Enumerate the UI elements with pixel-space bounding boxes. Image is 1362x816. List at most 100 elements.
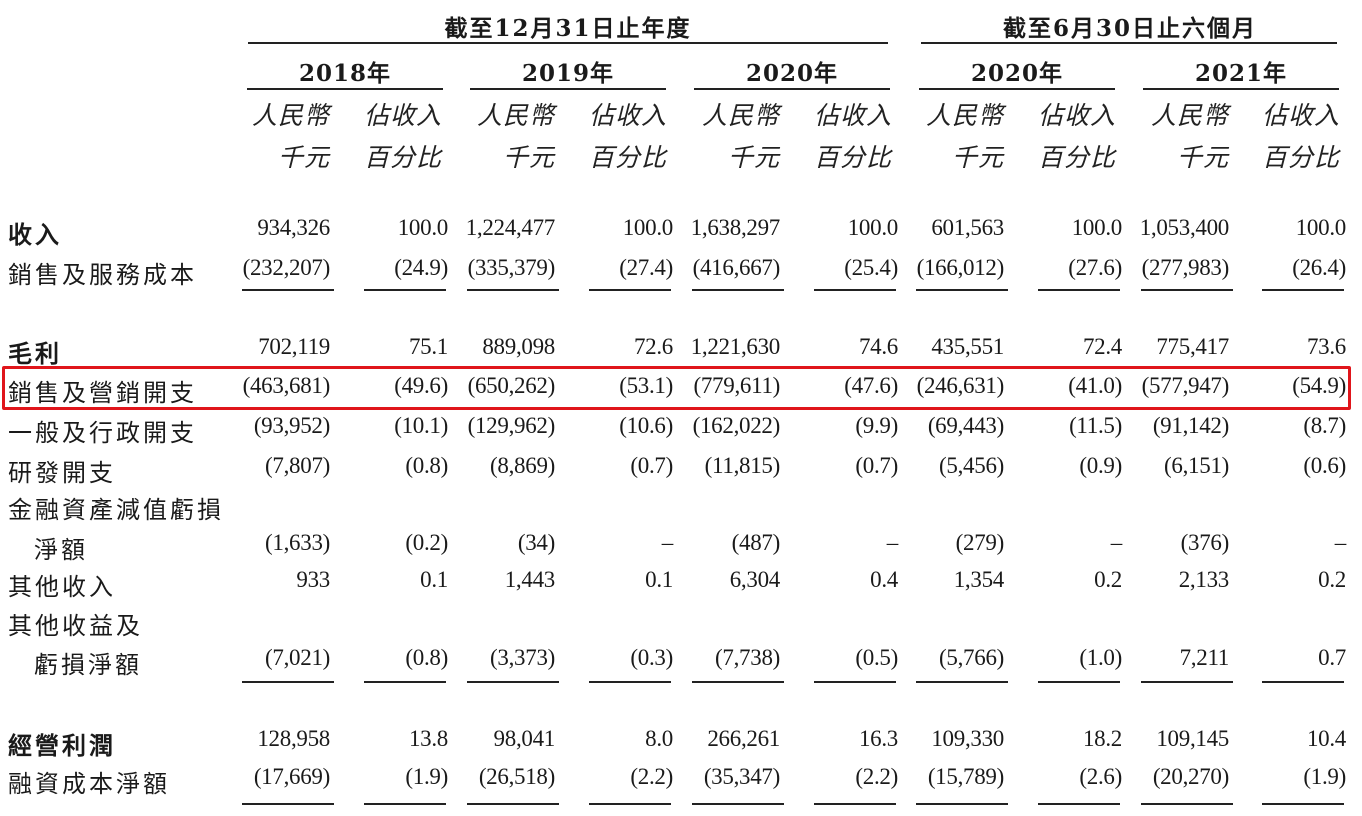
subtotal-rule (814, 681, 896, 683)
subtotal-rule (1141, 289, 1233, 291)
cell-amount: 6,304 (729, 567, 781, 592)
cell-percent: 0.1 (645, 567, 673, 592)
row-label: 融資成本淨額 (8, 770, 170, 798)
cell-percent: (27.4) (619, 255, 673, 280)
cell-percent: (26.4) (1292, 255, 1346, 280)
subtotal-rule (467, 681, 559, 683)
cell-percent: 0.2 (1094, 567, 1122, 592)
cell-percent: (9.9) (855, 413, 898, 438)
cell-percent: (54.9) (1292, 373, 1346, 398)
sub-header-amount-2: 千元 (1176, 143, 1229, 172)
subtotal-rule (1262, 803, 1344, 805)
cell-percent: (41.0) (1068, 373, 1122, 398)
subtotal-rule (467, 803, 559, 805)
subtotal-rule (1141, 681, 1233, 683)
cell-percent: (24.9) (394, 255, 448, 280)
subtotal-rule (242, 681, 334, 683)
row-label: 經營利潤 (8, 731, 116, 760)
sub-header-amount: 人民幣 (1150, 101, 1229, 130)
year-header: 2019年 (521, 60, 615, 87)
cell-amount: (487) (731, 530, 781, 555)
subtotal-rule (1038, 289, 1120, 291)
row-label-continued: 虧損淨額 (34, 651, 142, 679)
year-header: 2020年 (970, 60, 1064, 87)
cell-percent: (1.9) (405, 764, 448, 789)
cell-percent: 13.8 (408, 726, 448, 751)
cell-percent: 100.0 (1295, 215, 1347, 240)
cell-percent: 73.6 (1306, 334, 1346, 359)
cell-amount: (5,456) (939, 453, 1004, 478)
cell-amount: (69,443) (927, 413, 1004, 438)
sub-header-amount: 人民幣 (476, 101, 555, 130)
subtotal-rule (814, 289, 896, 291)
sub-header-pct-2: 百分比 (588, 143, 667, 172)
cell-percent: (49.6) (394, 373, 448, 398)
row-label: 毛利 (8, 339, 62, 368)
cell-percent: (1.9) (1303, 764, 1346, 789)
cell-percent: (47.6) (844, 373, 898, 398)
cell-percent: 100.0 (397, 215, 449, 240)
cell-amount: (335,379) (467, 255, 556, 280)
cell-percent: 18.2 (1082, 726, 1122, 751)
row-label: 其他收益及 (8, 612, 143, 640)
cell-amount: (1,633) (265, 530, 330, 555)
subtotal-rule (1262, 681, 1344, 683)
row-label: 收入 (8, 220, 62, 249)
cell-amount: (93,952) (253, 413, 330, 438)
row-label: 其他收入 (8, 573, 116, 601)
subtotal-rule (814, 803, 896, 805)
cell-amount: 1,224,477 (465, 215, 556, 240)
subtotal-rule (467, 289, 559, 291)
cell-amount: (232,207) (242, 255, 331, 280)
cell-amount: (26,518) (478, 764, 555, 789)
subtotal-rule (364, 803, 446, 805)
year-header: 2020年 (745, 60, 839, 87)
subtotal-rule (916, 803, 1008, 805)
cell-amount: 266,261 (707, 726, 780, 751)
subtotal-rule (1038, 681, 1120, 683)
sub-header-amount-2: 千元 (951, 143, 1004, 172)
cell-amount: (15,789) (927, 764, 1004, 789)
year-rule (919, 88, 1115, 90)
cell-amount: (91,142) (1152, 413, 1229, 438)
sub-header-amount-2: 千元 (277, 143, 330, 172)
cell-percent: 16.3 (858, 726, 898, 751)
cell-percent: (27.6) (1068, 255, 1122, 280)
subtotal-rule (916, 289, 1008, 291)
cell-percent: (0.5) (855, 645, 898, 670)
sub-header-pct: 佔收入 (1261, 101, 1340, 130)
cell-percent: – (661, 530, 674, 555)
cell-amount: (779,611) (693, 373, 780, 398)
sub-header-amount: 人民幣 (251, 101, 330, 130)
cell-percent: 0.2 (1318, 567, 1346, 592)
subtotal-rule (589, 681, 671, 683)
cell-percent: (25.4) (844, 255, 898, 280)
cell-percent: (53.1) (619, 373, 673, 398)
cell-percent: (11.5) (1069, 413, 1122, 438)
cell-percent: (0.9) (1079, 453, 1122, 478)
row-label: 銷售及服務成本 (8, 261, 197, 289)
cell-percent: (2.6) (1079, 764, 1122, 789)
year-rule (247, 88, 443, 90)
sub-header-amount: 人民幣 (701, 101, 780, 130)
cell-percent: – (886, 530, 899, 555)
cell-amount: 775,417 (1156, 334, 1229, 359)
subtotal-rule (1262, 289, 1344, 291)
year-header: 2021年 (1194, 60, 1288, 87)
cell-amount: (3,373) (490, 645, 555, 670)
cell-amount: (162,022) (692, 413, 781, 438)
subtotal-rule (589, 289, 671, 291)
cell-amount: (129,962) (467, 413, 556, 438)
cell-amount: 109,145 (1156, 726, 1229, 751)
cell-percent: (1.0) (1079, 645, 1122, 670)
cell-amount: 601,563 (931, 215, 1004, 240)
sub-header-amount-2: 千元 (502, 143, 555, 172)
subtotal-rule (1038, 803, 1120, 805)
sub-header-pct-2: 百分比 (363, 143, 442, 172)
cell-percent: 100.0 (622, 215, 674, 240)
cell-amount: (650,262) (467, 373, 556, 398)
cell-amount: 98,041 (493, 726, 556, 751)
year-rule (470, 88, 666, 90)
row-label: 一般及行政開支 (8, 419, 197, 447)
cell-amount: (17,669) (253, 764, 330, 789)
